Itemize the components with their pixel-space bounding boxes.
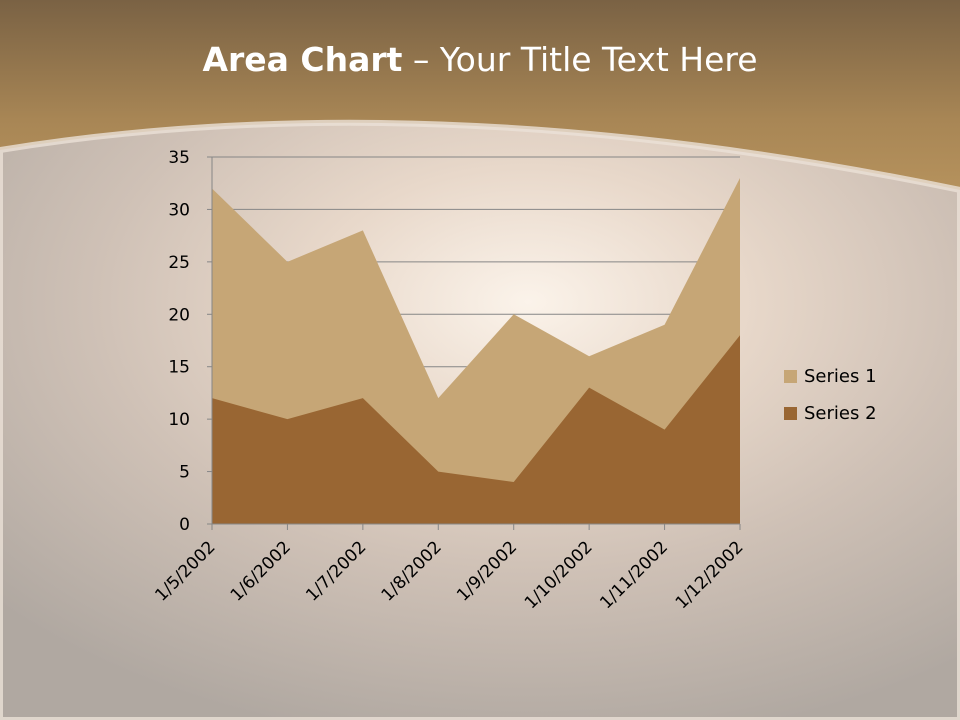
x-tick-label: 1/8/2002	[378, 537, 446, 605]
x-tick-label: 1/5/2002	[151, 537, 219, 605]
legend-item-series-2: Series 2	[784, 395, 877, 432]
series-2-area	[212, 335, 740, 524]
slide-title: Area Chart – Your Title Text Here	[0, 40, 960, 79]
x-tick-label: 1/11/2002	[596, 537, 672, 613]
legend-item-series-1: Series 1	[784, 358, 877, 395]
legend-swatch	[784, 407, 797, 420]
title-bold: Area Chart	[202, 40, 403, 79]
legend-swatch	[784, 370, 797, 383]
y-tick-label: 10	[168, 410, 190, 430]
x-tick-label: 1/12/2002	[672, 537, 748, 613]
title-rest: – Your Title Text Here	[402, 40, 758, 79]
y-tick-label: 15	[168, 358, 190, 378]
x-tick-label: 1/6/2002	[227, 537, 295, 605]
legend: Series 1 Series 2	[784, 358, 877, 432]
x-tick-label: 1/10/2002	[521, 537, 597, 613]
y-tick-label: 0	[179, 515, 190, 535]
x-tick-label: 1/9/2002	[453, 537, 521, 605]
x-tick-label: 1/7/2002	[302, 537, 370, 605]
legend-label: Series 2	[804, 403, 877, 424]
y-tick-label: 25	[168, 253, 190, 273]
y-tick-label: 5	[179, 463, 190, 483]
y-tick-label: 30	[168, 200, 190, 220]
y-tick-label: 35	[168, 148, 190, 168]
y-tick-label: 20	[168, 305, 190, 325]
legend-label: Series 1	[804, 366, 877, 387]
